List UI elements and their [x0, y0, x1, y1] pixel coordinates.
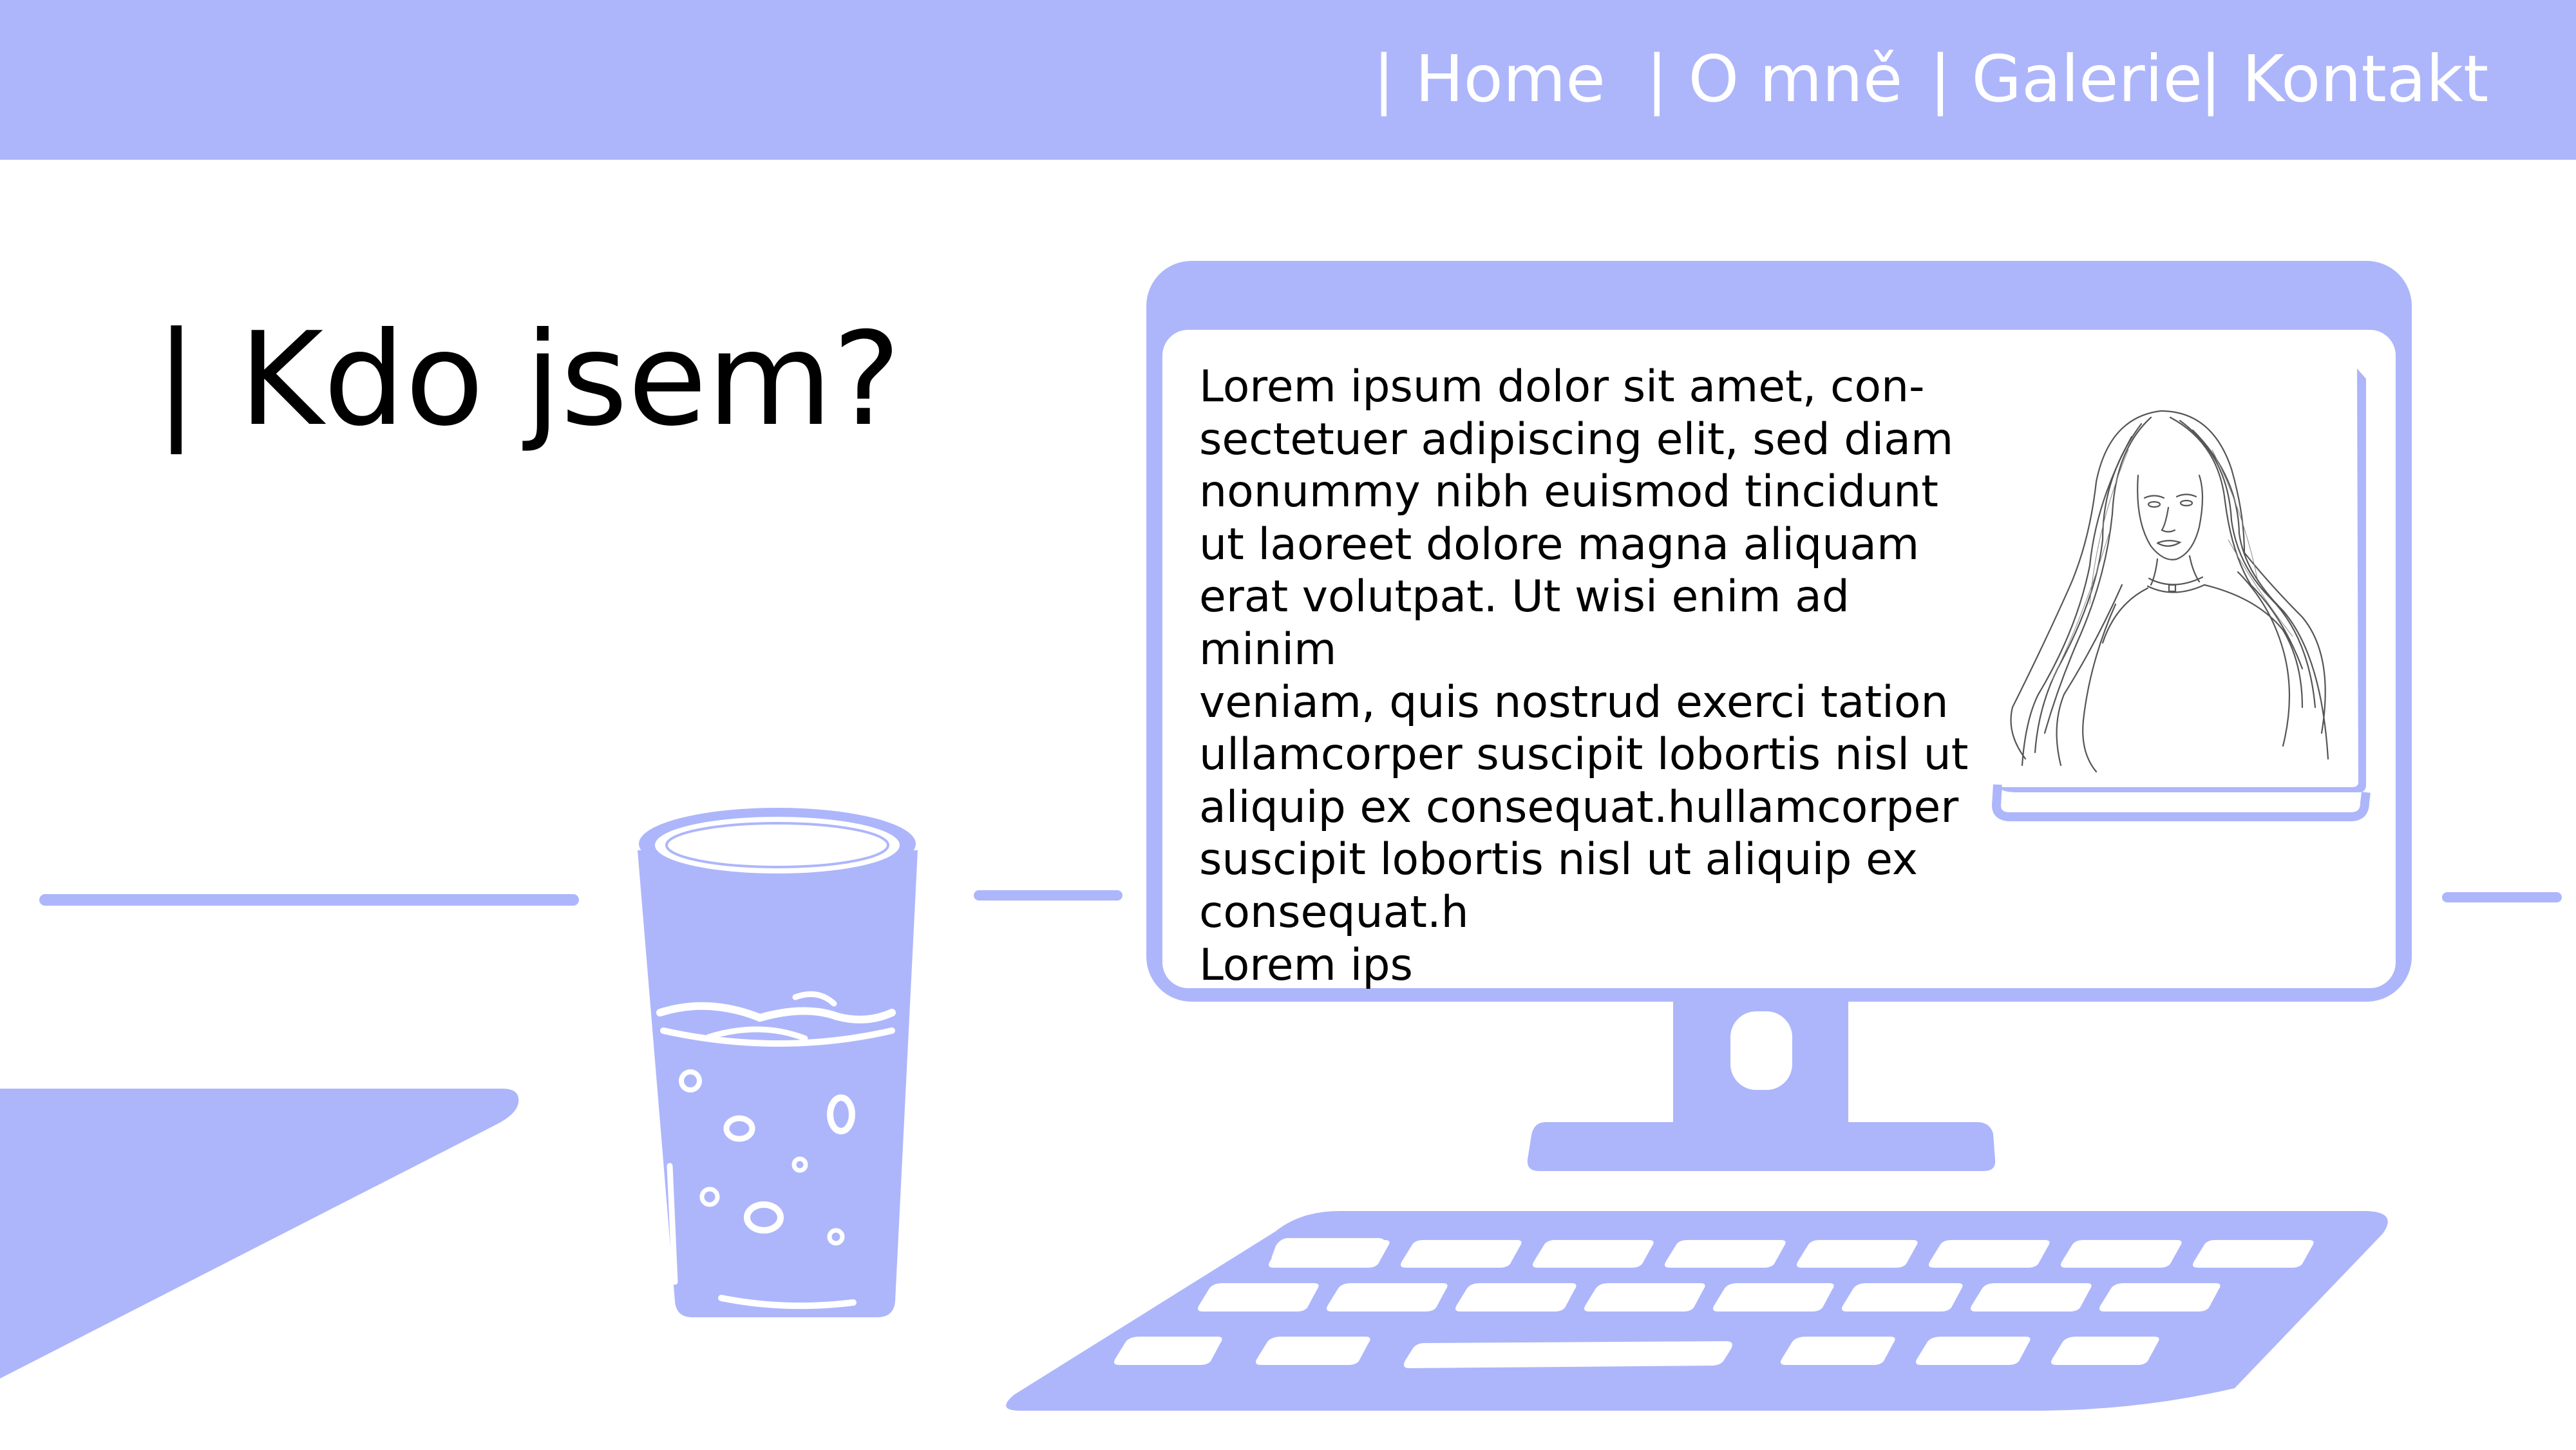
keyboard-icon — [1006, 1211, 2388, 1411]
nav-link-galerie[interactable]: | Galerie — [1929, 41, 2202, 117]
portrait-sketch — [2010, 410, 2329, 773]
nav-link-home[interactable]: | Home — [1373, 41, 1605, 117]
nav-link-kontakt[interactable]: | Kontakt — [2200, 41, 2489, 117]
keyboard-keys — [1114, 1240, 2314, 1368]
about-text: Lorem ipsum dolor sit amet, con- sectetu… — [1199, 361, 1969, 991]
nav-link-o-mne[interactable]: | O mně — [1646, 41, 1903, 117]
desk-surface — [0, 1089, 519, 1378]
drinking-glass-icon — [638, 808, 918, 1317]
top-nav-bar: | Home | O mně | Galerie | Kontakt — [0, 0, 2576, 160]
desktop-monitor-icon — [1146, 261, 2412, 1171]
page-title: | Kdo jsem? — [155, 305, 901, 455]
